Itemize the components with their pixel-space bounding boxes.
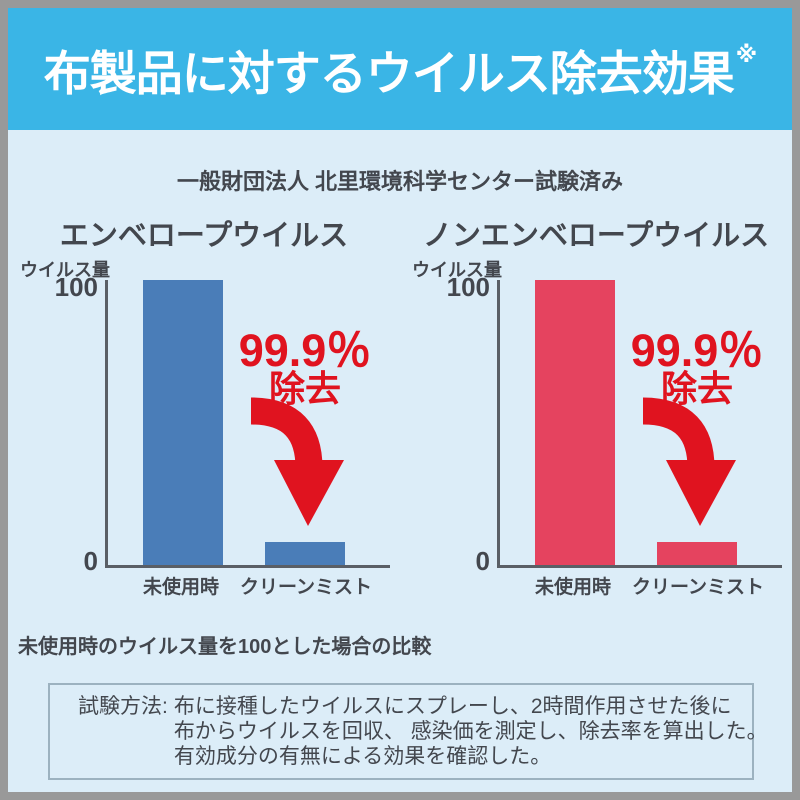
removal-percent: 99.9％ — [630, 325, 764, 376]
category-label-clean-mist: クリーンミスト — [239, 577, 373, 598]
test-method-text: 布に接種したウイルスにスプレーし、2時間作用させた後に 布からウイルスを回収、 … — [174, 694, 768, 769]
y-axis-line — [497, 280, 500, 567]
plot-area — [108, 280, 390, 565]
test-lab-subtitle: 一般財団法人 北里環境科学センター試験済み — [176, 169, 624, 194]
bar-unused — [535, 280, 615, 565]
y-tick-0: 0 — [83, 546, 98, 576]
y-tick-0: 0 — [475, 546, 490, 576]
page-title-text: 布製品に対するウイルス除去効果 — [43, 46, 735, 100]
bar-unused — [143, 280, 223, 565]
chart-envelope-virus: エンベロープウイルス ウイルス量 100 0 未使用時 クリーンミスト 99.9… — [8, 208, 400, 600]
test-method-line: 有効成分の有無による効果を確認した。 — [173, 745, 552, 768]
category-label-unused: 未使用時 — [534, 577, 611, 598]
x-axis-line — [105, 565, 390, 568]
curved-down-arrow-icon — [250, 397, 344, 526]
test-method-box: 試験方法: 布に接種したウイルスにスプレーし、2時間作用させた後に 布からウイル… — [48, 683, 768, 780]
chart-non-envelope-virus: ノンエンベロープウイルス ウイルス量 100 0 未使用時 クリーンミスト 99… — [400, 208, 792, 600]
chart-title: ノンエンベロープウイルス — [422, 220, 770, 252]
chart-title: エンベロープウイルス — [59, 220, 349, 252]
test-method-line: 布に接種したウイルスにスプレーし、2時間作用させた後に — [173, 695, 732, 718]
plot-area — [500, 280, 782, 565]
footnote-mark: ※ — [735, 41, 757, 67]
y-tick-100: 100 — [54, 272, 98, 302]
removal-percent: 99.9％ — [238, 325, 372, 376]
y-axis-line — [105, 280, 108, 567]
curved-down-arrow-icon — [642, 397, 736, 526]
category-label-unused: 未使用時 — [142, 577, 219, 598]
comparison-note: 未使用時のウイルス量を100とした場合の比較 — [18, 636, 432, 658]
bar-clean-mist — [657, 542, 737, 565]
page-title: 布製品に対するウイルス除去効果※ — [43, 35, 757, 104]
x-axis-line — [497, 565, 782, 568]
infographic-canvas: 布製品に対するウイルス除去効果※ 一般財団法人 北里環境科学センター試験済み エ… — [8, 8, 792, 792]
charts-row: エンベロープウイルス ウイルス量 100 0 未使用時 クリーンミスト 99.9… — [8, 208, 792, 600]
y-axis-label: ウイルス量 — [412, 260, 502, 280]
test-method-line: 布からウイルスを回収、 感染価を測定し、除去率を算出した。 — [173, 720, 768, 743]
y-axis-label: ウイルス量 — [20, 260, 110, 280]
bar-clean-mist — [265, 542, 345, 565]
header-banner: 布製品に対するウイルス除去効果※ — [8, 8, 792, 130]
test-method-label: 試験方法: — [78, 695, 168, 718]
y-tick-100: 100 — [446, 272, 490, 302]
category-label-clean-mist: クリーンミスト — [631, 577, 765, 598]
